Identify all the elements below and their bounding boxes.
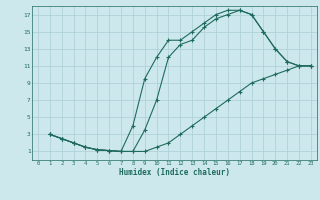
- X-axis label: Humidex (Indice chaleur): Humidex (Indice chaleur): [119, 168, 230, 177]
